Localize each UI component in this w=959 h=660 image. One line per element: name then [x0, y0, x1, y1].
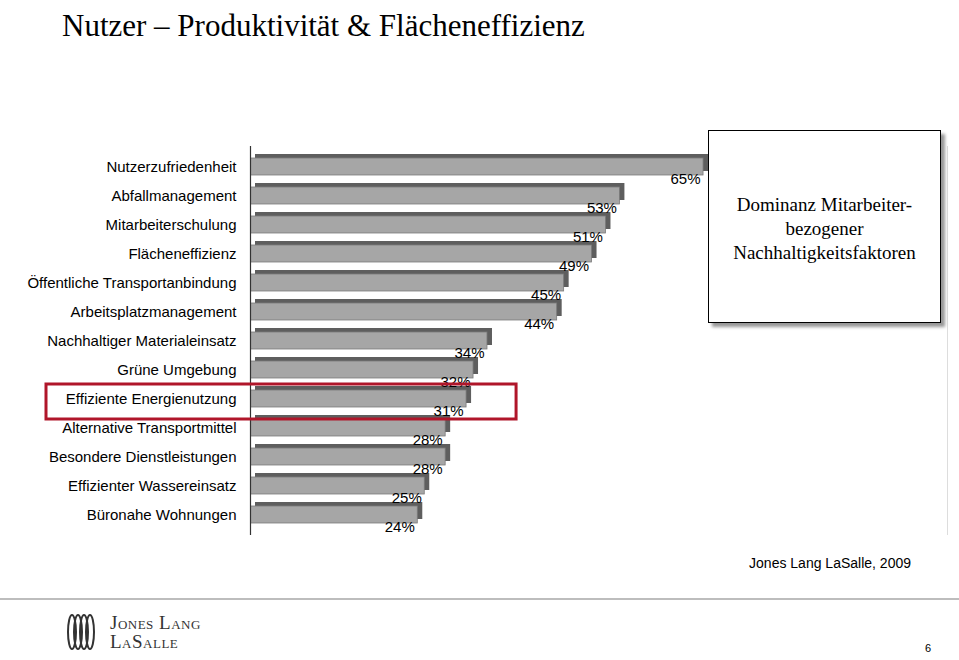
- svg-text:Mitarbeiterschulung: Mitarbeiterschulung: [106, 216, 237, 233]
- svg-text:34%: 34%: [454, 344, 484, 361]
- svg-text:Büronahe Wohnungen: Büronahe Wohnungen: [87, 506, 237, 523]
- html-text:Nutzer – Produktivität & Fläch: Nutzer – Produktivität & Flächeneffizien…: [62, 8, 585, 43]
- svg-text:Abfallmanagement: Abfallmanagement: [111, 187, 237, 204]
- svg-text:31%: 31%: [434, 402, 464, 419]
- svg-text:Arbeitsplatzmanagement: Arbeitsplatzmanagement: [71, 303, 238, 320]
- svg-text:28%: 28%: [413, 431, 443, 448]
- html-text:Jones Lang: Jones Lang: [110, 612, 201, 633]
- svg-text:45%: 45%: [531, 286, 561, 303]
- svg-text:Besondere Dienstleistungen: Besondere Dienstleistungen: [49, 448, 237, 465]
- html-text:LaSalle: LaSalle: [110, 631, 179, 652]
- svg-text:53%: 53%: [587, 199, 617, 216]
- svg-text:Alternative Transportmittel: Alternative Transportmittel: [62, 419, 236, 436]
- svg-text:44%: 44%: [524, 315, 554, 332]
- svg-text:Öffentliche Transportanbindung: Öffentliche Transportanbindung: [27, 274, 236, 291]
- svg-text:Nachhaltiger Materialeinsatz: Nachhaltiger Materialeinsatz: [47, 332, 236, 349]
- svg-text:Effizienter Wassereinsatz: Effizienter Wassereinsatz: [68, 477, 236, 494]
- svg-text:Grüne Umgebung: Grüne Umgebung: [117, 361, 236, 378]
- html-text:Jones Lang LaSalle, 2009: Jones Lang LaSalle, 2009: [749, 555, 911, 571]
- svg-text:28%: 28%: [413, 460, 443, 477]
- html-text:6: 6: [924, 642, 931, 654]
- svg-text:32%: 32%: [441, 373, 471, 390]
- svg-text:Nutzerzufriedenheit: Nutzerzufriedenheit: [106, 158, 237, 175]
- html-text:Dominanz Mitarbeiter-bezogener: Dominanz Mitarbeiter-bezogener Nachhalti…: [733, 194, 916, 263]
- svg-text:49%: 49%: [559, 257, 589, 274]
- svg-text:Effiziente Energienutzung: Effiziente Energienutzung: [66, 390, 237, 407]
- svg-text:25%: 25%: [392, 489, 422, 506]
- svg-text:24%: 24%: [385, 518, 415, 535]
- svg-text:Flächeneffizienz: Flächeneffizienz: [128, 245, 236, 262]
- svg-text:51%: 51%: [573, 228, 603, 245]
- svg-text:65%: 65%: [671, 170, 701, 187]
